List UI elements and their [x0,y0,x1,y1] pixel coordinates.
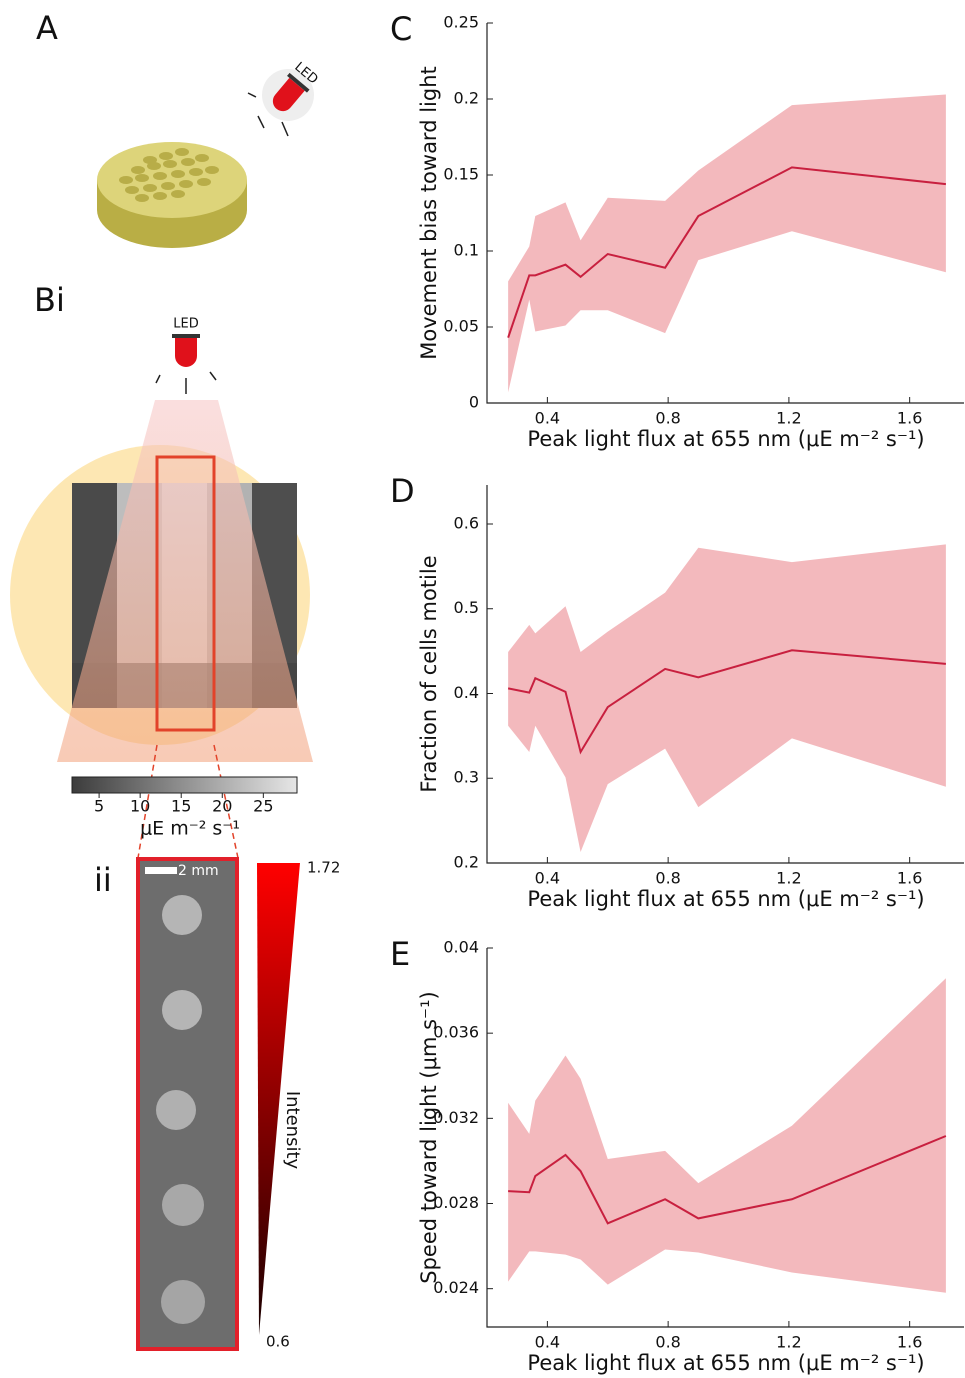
x-axis-label: Peak light flux at 655 nm (μE m⁻² s⁻¹) [527,427,924,451]
panel-label: ii [94,861,112,899]
y-tick-label: 0.15 [443,165,479,184]
colorbar [72,777,297,793]
x-tick-label: 1.2 [776,1333,801,1352]
y-tick-label: 0.4 [454,683,479,702]
x-tick-label: 0.4 [535,1333,560,1352]
y-tick-label: 0.25 [443,13,479,32]
x-tick-label: 1.6 [897,1333,922,1352]
plate-illustration [97,142,247,248]
led-icon: LED [251,51,330,132]
confidence-band [508,94,946,392]
y-tick-label: 0.1 [454,241,479,260]
x-tick-label: 0.8 [655,409,680,428]
y-tick-label: 0.04 [443,938,479,957]
y-axis-label: Fraction of cells motile [417,555,441,792]
colorbar-tick-label: 25 [253,797,273,816]
light-ray [156,372,216,394]
x-tick-label: 0.4 [535,869,560,888]
x-tick-label: 1.2 [776,409,801,428]
intensity-max: 1.72 [307,859,340,877]
x-tick-label: 0.8 [655,869,680,888]
confidence-band [508,544,946,852]
x-tick-label: 0.8 [655,1333,680,1352]
panel-label: E [390,935,410,973]
intensity-label: Intensity [282,1091,303,1170]
x-tick-label: 1.6 [897,409,922,428]
x-tick-label: 0.4 [535,409,560,428]
x-tick-label: 1.6 [897,869,922,888]
intensity-min: 0.6 [266,1333,290,1351]
scale-bar-label: 2 mm [178,863,219,879]
colorbar-tick-label: 20 [212,797,232,816]
micrograph [138,859,237,1349]
y-tick-label: 0.05 [443,317,479,336]
panel-label: D [390,472,415,510]
y-tick-label: 0.3 [454,768,479,787]
panel-label: C [390,10,412,48]
y-tick-label: 0.2 [454,853,479,872]
colorbar-label: μE m⁻² s⁻¹ [140,818,240,840]
panel-label: Bi [34,281,65,319]
panel-label: A [36,9,58,47]
colorbar-tick-label: 10 [130,797,150,816]
x-axis-label: Peak light flux at 655 nm (μE m⁻² s⁻¹) [527,1351,924,1375]
figure: A LED Bi LED μE m⁻² s⁻¹ i [0,0,965,1378]
x-axis-label: Peak light flux at 655 nm (μE m⁻² s⁻¹) [527,887,924,911]
y-axis-label: Movement bias toward light [417,66,441,360]
y-tick-label: 0.5 [454,598,479,617]
y-axis-label: Speed toward light (μm s⁻¹) [417,991,441,1283]
y-tick-label: 0 [469,393,479,412]
led-label: LED [173,317,198,332]
y-tick-label: 0.6 [454,513,479,532]
colorbar-tick-label: 15 [171,797,191,816]
y-tick-label: 0.2 [454,89,479,108]
x-tick-label: 1.2 [776,869,801,888]
led-icon: LED [172,317,200,368]
confidence-band [508,978,946,1292]
colorbar-tick-label: 5 [94,797,104,816]
